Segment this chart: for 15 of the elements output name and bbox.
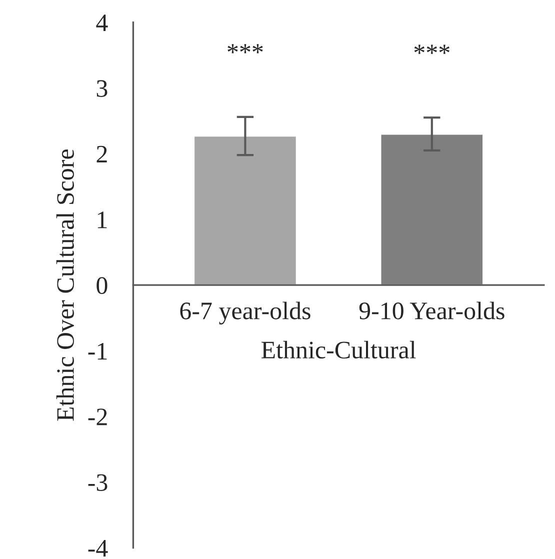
x-axis-title: Ethnic-Cultural: [262, 340, 416, 359]
y-tick-label: 2: [96, 146, 107, 162]
y-tick-label: -2: [88, 408, 107, 426]
y-axis-title: Ethnic Over Cultural Score: [56, 150, 74, 421]
y-tick-label: 4: [96, 14, 108, 32]
annotation: ***: [228, 44, 263, 54]
y-tick-label: 3: [96, 80, 108, 97]
x-tick-label: 6-7 year-olds: [180, 302, 310, 324]
y-tick-label: 0: [96, 277, 108, 294]
x-tick-label: 9-10 Year-olds: [359, 302, 504, 320]
y-tick-label: -4: [88, 540, 108, 556]
y-tick-label: -3: [88, 474, 108, 492]
y-tick-label: 1: [98, 212, 107, 228]
annotation: ***: [414, 44, 450, 54]
y-tick-label: -1: [88, 342, 107, 360]
